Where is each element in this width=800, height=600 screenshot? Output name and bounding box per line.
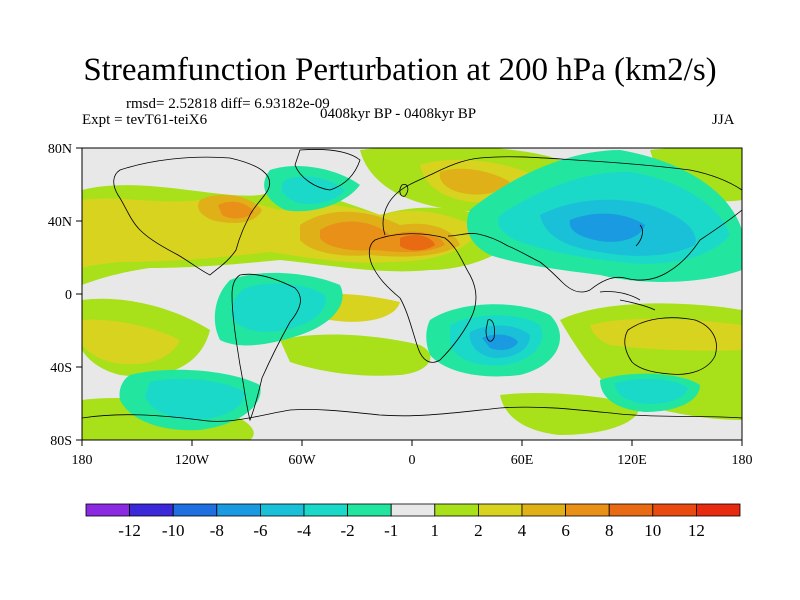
colorbar-label: -10: [162, 521, 185, 540]
north-america-coast: [113, 156, 270, 276]
coastlines: [82, 149, 742, 422]
colorbar-swatch: [172, 503, 218, 517]
period-label: 0408kyr BP - 0408kyr BP: [320, 106, 477, 122]
colorbar-swatch: [434, 503, 479, 517]
colorbar-swatch: [390, 503, 436, 517]
anomaly-region: [281, 176, 345, 205]
lon-tick-label: 120E: [617, 453, 647, 468]
colorbar-swatch: [608, 503, 654, 517]
colorbar-label: 2: [474, 521, 483, 540]
anomaly-region: [400, 235, 435, 251]
negative-anomalies: [119, 150, 742, 431]
lat-tick-label: 80N: [48, 142, 72, 157]
colorbar-label: 12: [688, 521, 705, 540]
colorbar-swatch: [521, 503, 566, 517]
lat-tick-label: 0: [65, 288, 72, 303]
antarctica-coast: [82, 406, 742, 422]
lat-tick-label: 40S: [50, 361, 72, 376]
britain-coast: [399, 183, 409, 197]
indonesia-coast: [599, 291, 656, 311]
map-title: Streamfunction Perturbation at 200 hPa (…: [83, 52, 717, 88]
colorbar-label: -2: [341, 521, 355, 540]
anomaly-region: [218, 201, 254, 219]
colorbar-label: -8: [210, 521, 224, 540]
anomaly-region: [615, 378, 688, 405]
madagascar-coast: [485, 319, 495, 342]
lon-tick-label: 60E: [511, 453, 534, 468]
lon-tick-label: 120W: [175, 453, 210, 468]
anomaly-region: [82, 319, 180, 365]
stats-label: rmsd= 2.52818 diff= 6.93182e-09: [126, 96, 330, 112]
colorbar-swatch: [129, 503, 174, 517]
colorbar: -12 -10 -8 -6 -4 -2 -1 1 2 4 6 8 10 12: [85, 503, 741, 540]
anomaly-region: [145, 378, 245, 420]
japan-coast: [635, 224, 643, 247]
south-america-coast: [231, 273, 301, 422]
experiment-label: Expt = tevT61-teiX6: [82, 112, 208, 128]
lon-tick-label: 60W: [288, 453, 316, 468]
season-label: JJA: [712, 112, 735, 128]
colorbar-swatch: [85, 503, 130, 517]
anomaly-region: [590, 318, 742, 351]
greenland-coast: [294, 149, 361, 191]
colorbar-swatch: [696, 503, 741, 517]
tick-marks: [76, 147, 743, 446]
colorbar-label: -1: [384, 521, 398, 540]
colorbar-label: 6: [561, 521, 570, 540]
map-panel: [82, 148, 742, 440]
colorbar-swatch: [565, 503, 610, 517]
anomaly-region: [231, 283, 326, 332]
colorbar-label: -4: [297, 521, 312, 540]
colorbar-swatch: [303, 503, 348, 517]
lon-tick-label: 180: [72, 453, 93, 468]
lat-tick-label: 40N: [48, 215, 72, 230]
australia-coast: [624, 317, 717, 375]
anomaly-region: [482, 334, 518, 350]
anomaly-region: [280, 334, 431, 376]
eurasia-coast: [382, 156, 742, 293]
lon-tick-label: 180: [732, 453, 753, 468]
colorbar-label: -12: [118, 521, 141, 540]
colorbar-label: 1: [431, 521, 440, 540]
anomaly-region: [439, 168, 510, 195]
colorbar-swatch: [259, 503, 305, 517]
colorbar-swatch: [216, 503, 261, 517]
colorbar-label: -6: [253, 521, 267, 540]
colorbar-label: 4: [518, 521, 527, 540]
colorbar-swatch: [652, 503, 697, 517]
lat-tick-label: 80S: [50, 434, 72, 449]
anomaly-region: [569, 213, 645, 242]
colorbar-label: 8: [605, 521, 614, 540]
colorbar-swatch: [477, 503, 523, 517]
africa-coast: [368, 233, 477, 363]
lon-tick-label: 0: [409, 453, 416, 468]
colorbar-label: 10: [644, 521, 661, 540]
anomaly-region: [500, 393, 640, 435]
colorbar-swatch: [347, 503, 392, 517]
